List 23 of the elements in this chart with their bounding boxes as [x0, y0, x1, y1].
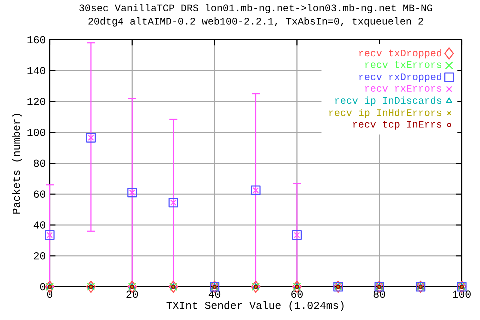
- y-tick-label: 0: [40, 283, 46, 291]
- y-tick-label: 80: [34, 160, 46, 168]
- y-tick-label: 140: [28, 67, 46, 74]
- x-axis-title: TXInt Sender Value (1.024ms): [166, 301, 344, 312]
- chart-subtitle: 20dtg4 altAIMD-0.2 web100-2.2.1, TxAbsIn=0, txqueuelen 2: [88, 18, 424, 27]
- legend-label: recv ip InHdrErrors: [330, 108, 442, 118]
- x-tick-label: 100: [453, 290, 471, 298]
- legend-label: recv txErrors: [366, 61, 442, 68]
- legend-label: recv rxDropped: [360, 73, 442, 82]
- y-tick-label: 20: [34, 252, 46, 260]
- y-tick-label: 100: [28, 129, 46, 136]
- legend-label: recv ip InDiscards: [336, 96, 442, 106]
- y-tick-label: 60: [34, 190, 46, 198]
- chart-title: 30sec VanillaTCP DRS lon01.mb-ng.net->lon03.mb-ng.net MB-NG: [80, 4, 432, 14]
- x-tick-label: 60: [292, 290, 303, 298]
- y-tick-label: 40: [34, 222, 46, 229]
- y-axis-title: Packets (number): [12, 114, 22, 214]
- y-tick-label: 160: [28, 36, 46, 44]
- y-tick-label: 120: [28, 98, 46, 106]
- legend-label: recv txDropped: [360, 49, 442, 59]
- legend-label: recv rxErrors: [366, 85, 442, 92]
- x-tick-label: 20: [126, 290, 138, 298]
- legend-label: recv tcp InErrs: [354, 121, 442, 130]
